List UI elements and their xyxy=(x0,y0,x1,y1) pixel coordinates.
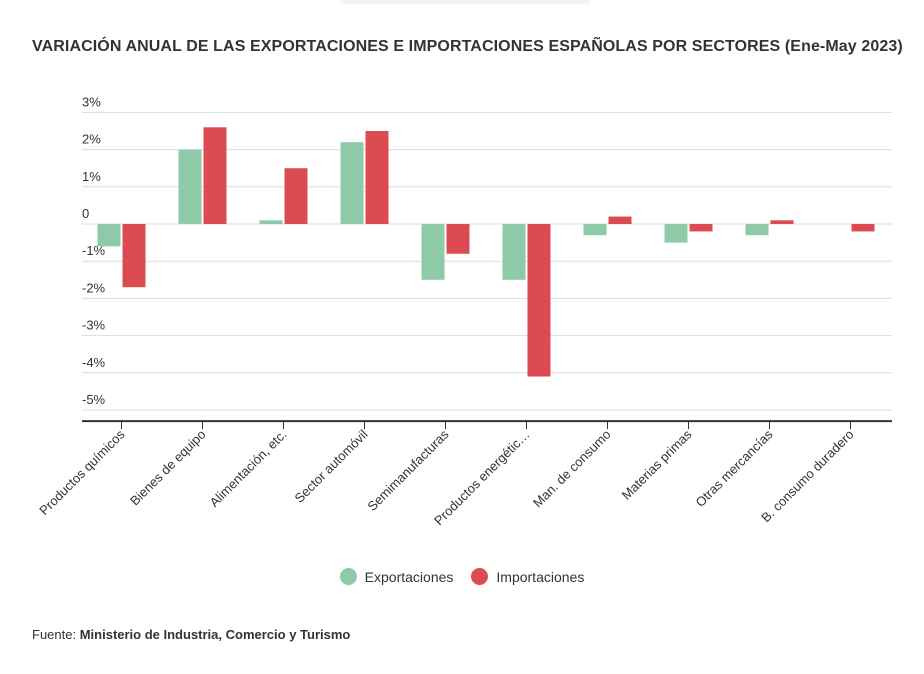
legend-label-importaciones: Importaciones xyxy=(496,568,585,585)
y-axis-ticks: 3% 2% 1% 0 -1% -2% -3% -4% -5% xyxy=(82,94,106,407)
bar-exportaciones-1[interactable] xyxy=(178,149,202,224)
legend: Exportaciones Importaciones xyxy=(0,568,924,585)
bar-importaciones-2[interactable] xyxy=(284,168,308,224)
bar-importaciones-0[interactable] xyxy=(122,224,146,288)
legend-marker-exportaciones xyxy=(339,568,357,585)
bar-importaciones-3[interactable] xyxy=(365,131,389,224)
bar-importaciones-4[interactable] xyxy=(446,224,470,254)
y-tick-label: -2% xyxy=(82,280,106,295)
legend-item-importaciones[interactable]: Importaciones xyxy=(471,568,584,585)
bar-exportaciones-3[interactable] xyxy=(340,142,364,224)
bar-importaciones-8[interactable] xyxy=(770,220,794,224)
bar-importaciones-5[interactable] xyxy=(527,224,551,377)
legend-item-exportaciones[interactable]: Exportaciones xyxy=(339,568,454,585)
x-tick-label: Bienes de equipo xyxy=(127,427,209,509)
chart-title: VARIACIÓN ANUAL DE LAS EXPORTACIONES E I… xyxy=(32,38,903,55)
x-tick-label: Materias primas xyxy=(619,426,695,502)
legend-label-exportaciones: Exportaciones xyxy=(364,568,454,585)
y-tick-label: 3% xyxy=(82,94,101,109)
bar-importaciones-9[interactable] xyxy=(851,224,875,232)
bar-exportaciones-4[interactable] xyxy=(421,224,445,280)
x-tick-label: B. consumo duradero xyxy=(758,427,856,525)
bar-exportaciones-6[interactable] xyxy=(583,224,607,236)
bar-exportaciones-5[interactable] xyxy=(502,224,526,280)
source-note: Fuente: Ministerio de Industria, Comerci… xyxy=(32,627,350,642)
y-tick-label: 2% xyxy=(82,132,101,147)
bar-exportaciones-2[interactable] xyxy=(259,220,283,224)
source-label: Fuente: xyxy=(32,627,77,642)
x-tick-label: Semimanufacturas xyxy=(364,426,452,514)
top-decoration-bar xyxy=(340,0,590,4)
bars xyxy=(97,127,875,377)
source-name: Ministerio de Industria, Comercio y Turi… xyxy=(79,627,351,642)
bar-chart: 3% 2% 1% 0 -1% -2% -3% -4% -5% Productos químico… xyxy=(36,94,892,528)
x-tick-label: Productos químicos xyxy=(36,426,128,518)
bar-exportaciones-0[interactable] xyxy=(97,224,121,247)
x-tick-label: Sector automóvil xyxy=(292,427,371,506)
x-tick-label: Otras mercancías xyxy=(692,426,775,509)
y-tick-label: 1% xyxy=(82,169,101,184)
bar-importaciones-7[interactable] xyxy=(689,224,713,232)
y-tick-label: -5% xyxy=(82,392,106,407)
bar-exportaciones-8[interactable] xyxy=(745,224,769,236)
bar-importaciones-1[interactable] xyxy=(203,127,227,224)
x-axis xyxy=(82,420,892,430)
x-tick-label: Alimentación, etc. xyxy=(206,427,289,510)
y-tick-label: -4% xyxy=(82,355,106,370)
x-tick-label: Man. de consumo xyxy=(530,427,614,511)
y-tick-label: -1% xyxy=(82,243,106,258)
x-axis-labels: Productos químicos Bienes de equipoAlimen… xyxy=(36,426,856,528)
y-tick-label: 0 xyxy=(82,206,89,221)
legend-marker-importaciones xyxy=(471,568,489,585)
bar-importaciones-6[interactable] xyxy=(608,216,632,224)
y-tick-label: -3% xyxy=(82,318,106,333)
bar-exportaciones-7[interactable] xyxy=(664,224,688,243)
